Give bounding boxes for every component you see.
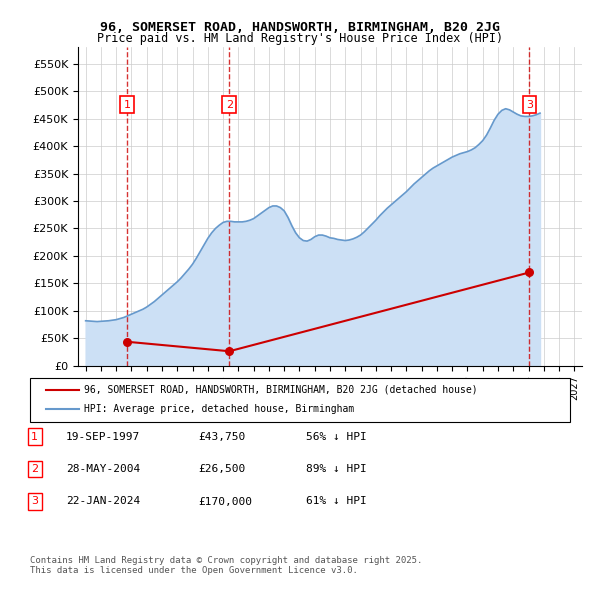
Text: 2: 2 xyxy=(31,464,38,474)
Point xyxy=(524,268,534,277)
Text: 1: 1 xyxy=(124,100,131,110)
Text: 1: 1 xyxy=(31,432,38,441)
Text: 89% ↓ HPI: 89% ↓ HPI xyxy=(306,464,367,474)
Text: 22-JAN-2024: 22-JAN-2024 xyxy=(66,497,140,506)
Text: 28-MAY-2004: 28-MAY-2004 xyxy=(66,464,140,474)
Point xyxy=(224,346,234,356)
Point xyxy=(122,337,132,346)
Text: £43,750: £43,750 xyxy=(198,432,245,441)
Text: 3: 3 xyxy=(31,497,38,506)
Text: 56% ↓ HPI: 56% ↓ HPI xyxy=(306,432,367,441)
Text: HPI: Average price, detached house, Birmingham: HPI: Average price, detached house, Birm… xyxy=(84,405,354,414)
Text: Price paid vs. HM Land Registry's House Price Index (HPI): Price paid vs. HM Land Registry's House … xyxy=(97,32,503,45)
Text: 61% ↓ HPI: 61% ↓ HPI xyxy=(306,497,367,506)
Text: 19-SEP-1997: 19-SEP-1997 xyxy=(66,432,140,441)
FancyBboxPatch shape xyxy=(30,378,570,422)
Text: £26,500: £26,500 xyxy=(198,464,245,474)
Text: 96, SOMERSET ROAD, HANDSWORTH, BIRMINGHAM, B20 2JG (detached house): 96, SOMERSET ROAD, HANDSWORTH, BIRMINGHA… xyxy=(84,385,478,395)
Text: 96, SOMERSET ROAD, HANDSWORTH, BIRMINGHAM, B20 2JG: 96, SOMERSET ROAD, HANDSWORTH, BIRMINGHA… xyxy=(100,21,500,34)
Text: £170,000: £170,000 xyxy=(198,497,252,506)
Text: 3: 3 xyxy=(526,100,533,110)
Text: Contains HM Land Registry data © Crown copyright and database right 2025.
This d: Contains HM Land Registry data © Crown c… xyxy=(30,556,422,575)
Text: 2: 2 xyxy=(226,100,233,110)
